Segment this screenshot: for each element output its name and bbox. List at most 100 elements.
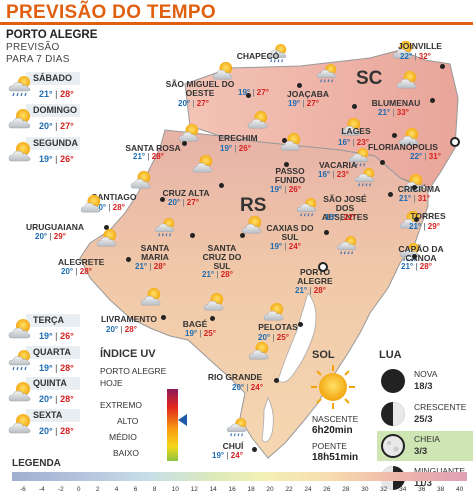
legend-tick-label: 18 [247,486,255,493]
city-temps: 21° | 31° [399,194,430,203]
city-temps-min: 22° [410,152,423,161]
city-temps: 19° | 24° [212,451,243,460]
city-temps-sep: | [232,144,239,153]
day-temps-min: 19° [39,154,53,164]
sun-cloud-icon [178,123,202,143]
uv-level-medio: MÉDIO [109,432,137,442]
state-label-sc: SC [356,68,383,89]
city-temps-sep: | [106,203,113,212]
city-temps-min: 21° [409,222,422,231]
day-temps-sep: | [52,426,61,436]
city-temps-min: 15° [325,213,338,222]
city-temps: 16° | 23° [338,138,369,147]
city-marker [412,254,417,259]
city-temps: 21° | 28° [135,262,166,271]
city-name: FLORIANÓPOLIS [368,142,438,152]
city-marker [240,233,245,238]
moon-phase-date: 3/3 [414,446,428,457]
city-temps: 21° | 33° [378,108,409,117]
city-temps-max: 28° [220,270,233,279]
city-temps-sep: | [250,88,257,97]
city-temps-min: 21° [399,194,412,203]
city-temps-max: 25° [276,333,289,342]
legend-tick-label: 14 [209,486,217,493]
city-temps-max: 27° [256,88,269,97]
city-temps-min: 22° [400,52,413,61]
day-temps-max: 26° [60,331,74,341]
city-temps-min: 20° [94,203,107,212]
city-temps-max: 27° [186,198,199,207]
city-temps-max: 28° [79,267,92,276]
city-temps-max: 28° [419,262,432,271]
sun-cloud-icon [263,302,287,322]
city-name: SANTA MARIA [140,243,170,262]
city-name: PASSO FUNDO [274,166,306,185]
header: PREVISÃO DO TEMPO [0,0,473,25]
sun-cloud-icon [241,215,265,235]
sun-cloud-icon [8,381,34,403]
city-marker [190,233,195,238]
city-name: CRICIÚMA [397,184,441,194]
legend-tick-label: 38 [437,486,445,493]
day-temps-min: 19° [39,363,53,373]
legend-tick-label: 34 [399,486,407,493]
city-temps-sep: | [180,198,187,207]
city-name: SANTIAGO [91,192,137,202]
city-marker [126,257,131,262]
day-temps-max: 26° [60,154,74,164]
legend-tick-label: 26 [323,486,331,493]
city-marker [298,322,303,327]
city-temps: 15° | 22° [325,213,356,222]
rain-sun-icon [226,418,250,438]
day-name: SEXTA [33,410,63,420]
sun-title: SOL [312,349,335,361]
uv-subtitle-2: HOJE [100,378,123,388]
day-temps: 20° | 28° [39,394,74,404]
city-temps: 20° | 28° [106,325,137,334]
day-name: QUINTA [33,378,67,388]
day-name: TERÇA [33,315,64,325]
day-name: QUARTA [33,347,71,357]
legend-tick-label: 40 [456,486,464,493]
city-temps-sep: | [350,138,357,147]
city-temps-sep: | [73,267,80,276]
legend-tick-label: 0 [76,486,81,493]
sunrise-label: NASCENTE [312,414,359,424]
forecast-city: PORTO ALEGRE [6,29,98,41]
city-name: TORRES [410,211,446,221]
city-temps-sep: | [224,451,231,460]
city-temps-sep: | [421,222,428,231]
day-name: DOMINGO [33,105,77,115]
sun-cloud-icon [96,228,120,248]
city-marker [282,138,287,143]
city-temps-max: 25° [203,329,216,338]
city-temps-min: 20° [258,333,271,342]
city-temps-sep: | [270,333,277,342]
day-temps-max: 28° [60,363,74,373]
city-name: BLUMENAU [371,98,421,108]
map [79,49,459,459]
day-temps: 19° | 26° [39,154,74,164]
city-temps-min: 21° [135,262,148,271]
day-temps-min: 20° [39,394,53,404]
city-marker [252,447,257,452]
capital-marker [450,137,460,147]
day-temps-max: 28° [60,426,74,436]
legend-tick-label: 36 [418,486,426,493]
legend-title: LEGENDA [12,458,61,469]
moon-phase-icon [381,369,405,393]
city-temps-max: 33° [396,108,409,117]
day-temps-sep: | [52,363,61,373]
city-temps-min: 21° [133,152,146,161]
city-temps: 21° | 28° [401,262,432,271]
city-name: JOINVILLE [398,41,442,51]
city-temps-max: 26° [288,185,301,194]
city-marker [246,93,251,98]
city-temps-min: 19° [220,144,233,153]
day-label-box [26,104,80,117]
city-name: CAPÃO DA CANOA [398,244,444,263]
city-temps-max: 23° [336,170,349,179]
city-name: SANTA CRUZ DO SUL [202,243,242,271]
city-marker [414,217,419,222]
day-temps: 19° | 26° [39,331,74,341]
